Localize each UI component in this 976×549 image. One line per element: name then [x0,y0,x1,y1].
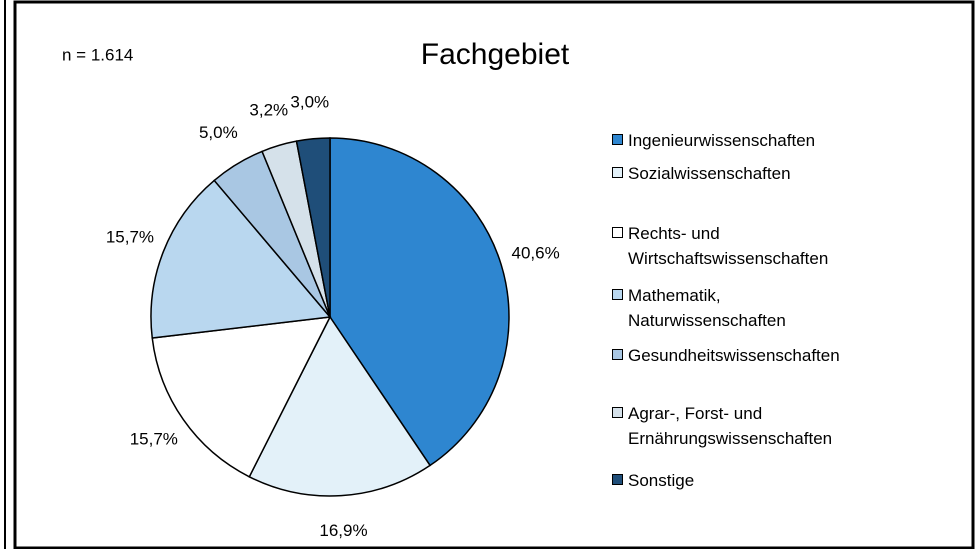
pie-slice [150,179,332,339]
data-label: 16,9% [319,521,367,540]
data-label: 40,6% [512,244,560,263]
legend-item: Ingenieurwissenschaften [612,128,882,153]
legend-item: Rechts- und Wirtschaftswissenschaften [612,221,882,271]
data-label: 5,0% [199,123,238,142]
legend-label: Gesundheitswissenschaften [628,346,840,365]
legend-label: Sonstige [628,471,695,490]
annotation: n = 1.614 [62,45,133,64]
legend-swatch [612,227,623,238]
pie-slice [248,315,432,497]
data-label: 15,7% [130,430,178,449]
legend-label: Ingenieurwissenschaften [628,131,816,150]
legend-label: Mathematik, Naturwissenschaften [628,286,786,330]
legend-label: Agrar-, Forst- und Ernährungswissenschaf… [628,404,833,448]
legend-item: Agrar-, Forst- und Ernährungswissenschaf… [612,401,882,451]
data-label: 15,7% [106,228,154,247]
legend-item: Sozialwissenschaften [612,161,882,186]
legend-item: Gesundheitswissenschaften [612,343,882,368]
chart-title: Fachgebiet [421,38,570,71]
pie-slice [295,137,331,318]
pie-slice [151,316,332,478]
data-label: 3,2% [249,100,288,119]
legend-label: Rechts- und Wirtschaftswissenschaften [628,224,829,268]
legend-swatch [612,349,623,360]
legend-swatch [612,167,623,178]
legend-item: Sonstige [612,468,882,493]
pie-slice [329,137,510,467]
chart-frame [13,0,975,549]
legend-swatch [612,407,623,418]
legend-swatch [612,134,623,145]
legend-item: Mathematik, Naturwissenschaften [612,283,882,333]
legend-swatch [612,289,623,300]
legend-label: Sozialwissenschaften [628,164,791,183]
data-label: 3,0% [290,92,329,111]
legend-swatch [612,474,623,485]
